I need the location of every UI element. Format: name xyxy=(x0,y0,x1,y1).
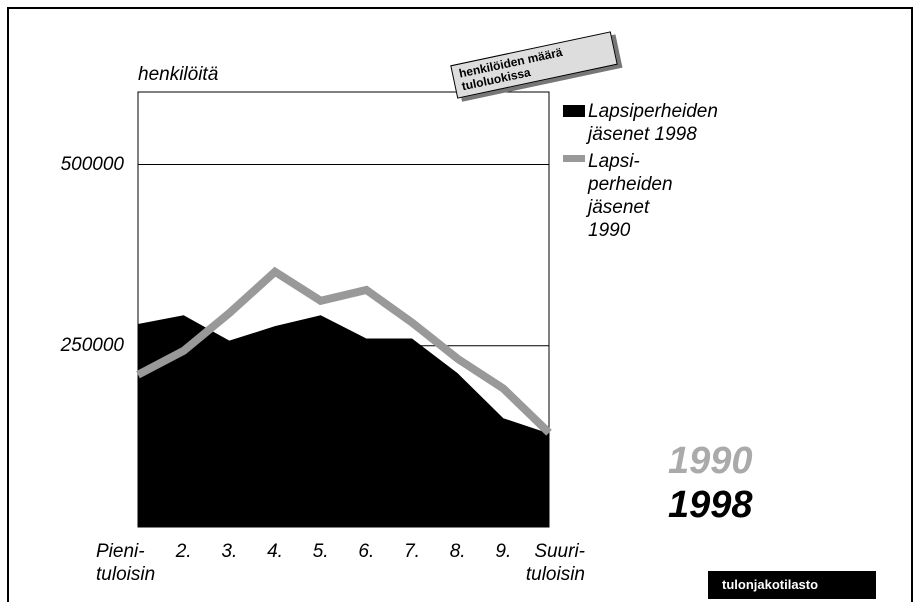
legend-swatch xyxy=(563,105,585,117)
x-tick-label: 9. xyxy=(495,541,512,562)
area xyxy=(138,315,549,527)
x-tick-label: Suuri- tuloisin xyxy=(525,541,585,585)
x-tick-label: 7. xyxy=(404,541,420,562)
x-tick-label: 6. xyxy=(358,541,375,562)
legend-label: Lapsiperheiden jäsenet 1998 xyxy=(588,101,718,145)
legend-swatch xyxy=(563,155,585,162)
y-tick-label: 500000 xyxy=(60,153,124,175)
legend-label: Lapsi- perheiden jäsenet 1990 xyxy=(588,151,673,241)
x-tick-label: 5. xyxy=(312,541,329,562)
line xyxy=(136,266,552,436)
x-tick-label: 8. xyxy=(449,541,466,562)
frame xyxy=(7,7,913,602)
x-tick-label: 2. xyxy=(175,541,192,562)
x-tick-label: Pieni- tuloisin xyxy=(96,541,156,585)
x-tick-label: 3. xyxy=(221,541,238,562)
y-axis-label: henkilöitä xyxy=(138,64,219,85)
footer: tulonjakotilasto xyxy=(708,571,876,599)
big-label: 1998 xyxy=(668,484,753,526)
y-tick-label: 250000 xyxy=(60,334,124,356)
x-tick-label: 4. xyxy=(267,541,283,562)
big-label: 1990 xyxy=(668,440,753,482)
